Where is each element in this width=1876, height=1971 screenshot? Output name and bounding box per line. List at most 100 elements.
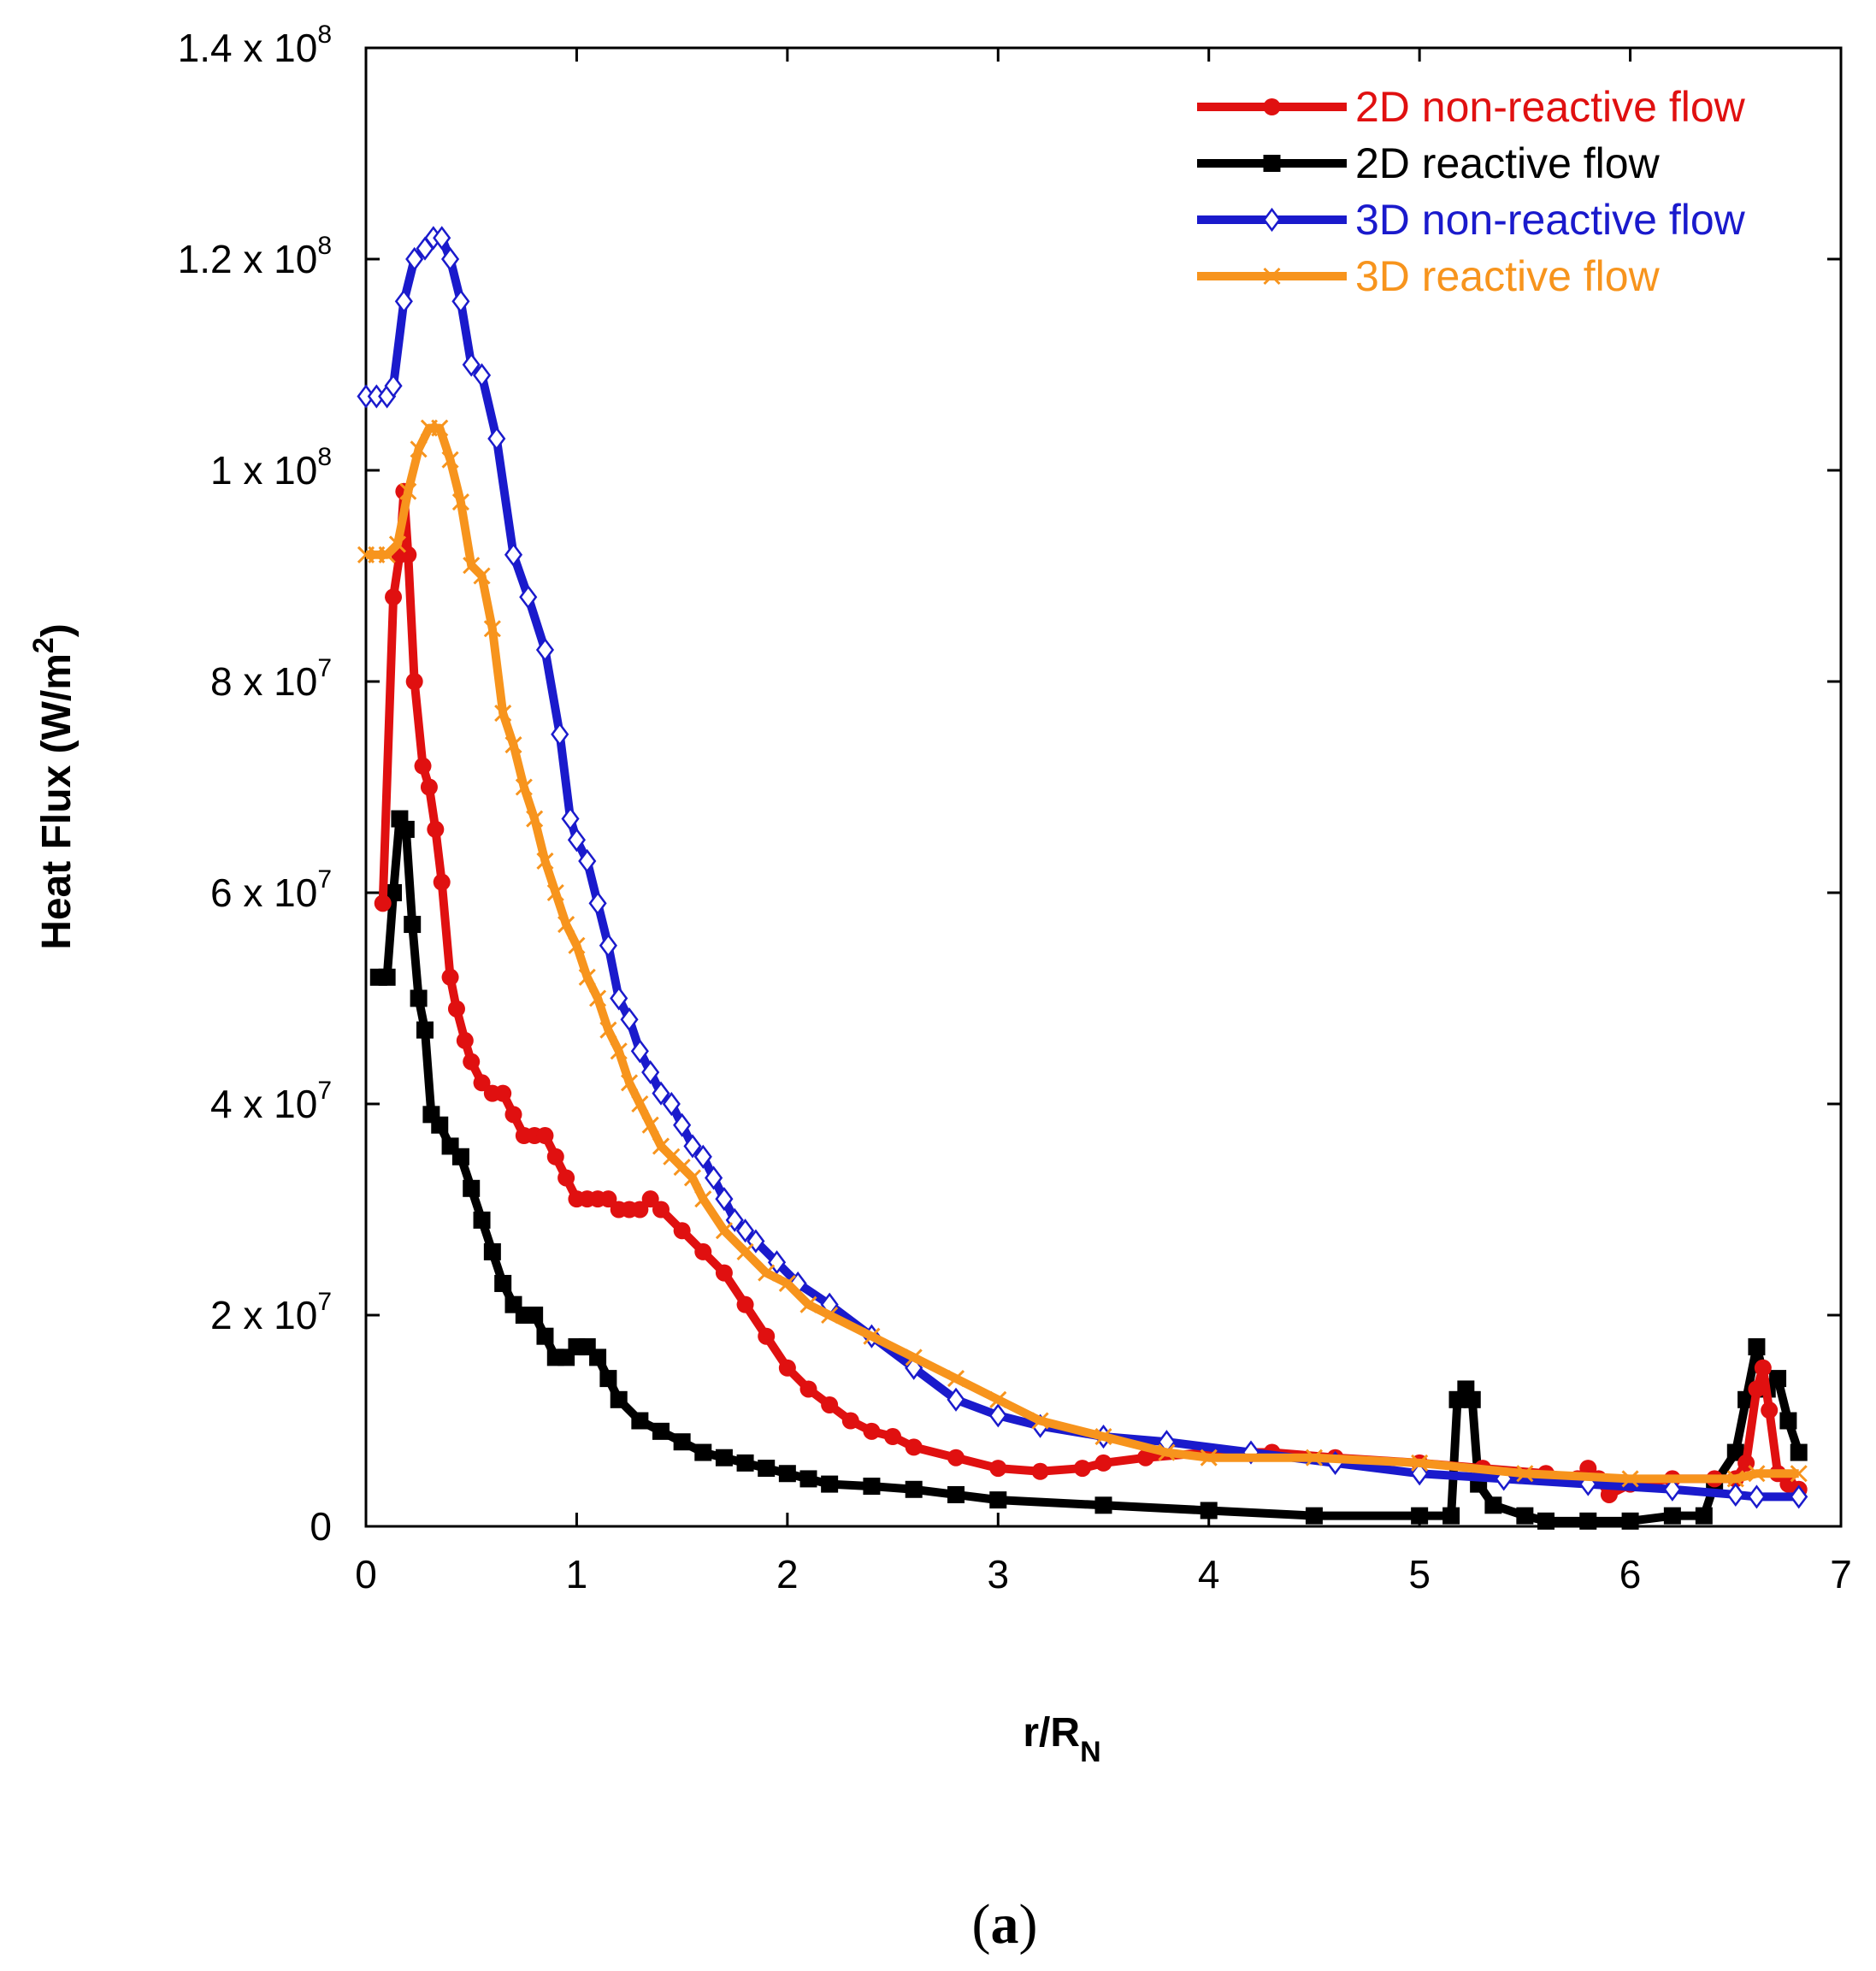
data-point (1305, 1449, 1323, 1466)
data-point (863, 1327, 881, 1345)
data-point (1621, 1470, 1639, 1488)
data-point (410, 440, 428, 458)
data-point (631, 1412, 649, 1430)
data-point (694, 1443, 712, 1461)
y-axis-title-main: Heat Flux (W/m (34, 653, 80, 950)
data-point (589, 1348, 607, 1366)
data-point (1748, 1338, 1766, 1356)
data-point (1411, 1507, 1429, 1525)
data-point (1263, 98, 1281, 115)
data-point (410, 989, 428, 1007)
data-point (610, 1390, 628, 1408)
data-point (494, 1084, 512, 1102)
x-tick-label: 7 (1830, 1552, 1852, 1596)
data-point (1621, 1512, 1639, 1530)
data-point (758, 1264, 776, 1282)
data-point (693, 1144, 712, 1169)
data-point (1747, 1484, 1766, 1509)
y-tick-exponent: 7 (317, 654, 332, 682)
y-tick-label: 4 x 107 (210, 1077, 332, 1126)
data-point (504, 542, 523, 567)
data-point (631, 1201, 649, 1219)
data-point (1579, 1512, 1597, 1530)
data-point (673, 1433, 691, 1451)
data-point (1463, 1390, 1481, 1408)
y-tick-mantissa: 8 x 10 (210, 659, 317, 704)
data-point (504, 736, 522, 754)
data-point (641, 1190, 659, 1208)
data-point (821, 1306, 839, 1325)
data-point (1761, 1402, 1779, 1419)
data-point (884, 1428, 902, 1446)
data-point (487, 426, 506, 451)
data-point (799, 1470, 817, 1488)
data-point (374, 894, 392, 912)
data-point (989, 1390, 1007, 1408)
data-point (504, 1106, 522, 1124)
data-point (715, 1449, 733, 1466)
data-point (397, 820, 415, 838)
x-tick-label: 2 (776, 1552, 799, 1596)
y-axis-title: Heat Flux (W/m2) (27, 623, 80, 950)
data-point (378, 968, 396, 986)
y-tick-exponent: 8 (317, 443, 332, 471)
data-point (427, 820, 445, 838)
data-point (863, 1478, 881, 1496)
data-point (1537, 1512, 1554, 1530)
data-point (620, 1074, 639, 1092)
data-point (988, 1403, 1007, 1428)
data-point (1262, 207, 1282, 233)
data-point (1695, 1507, 1713, 1525)
data-point (405, 673, 423, 690)
data-point (673, 1222, 691, 1240)
data-point (947, 1449, 965, 1466)
y-axis-title-sup: 2 (27, 637, 60, 653)
y-tick-label: 6 x 107 (210, 865, 332, 915)
data-point (694, 1242, 712, 1260)
data-point (431, 1116, 449, 1134)
x-axis-title: r/RN (1023, 1710, 1100, 1768)
data-point (519, 585, 538, 610)
data-point (536, 852, 554, 870)
data-point (599, 1190, 617, 1208)
data-point (384, 374, 403, 398)
data-point (1158, 1443, 1176, 1461)
data-point (631, 1095, 649, 1113)
data-point (610, 986, 628, 1011)
data-point (472, 363, 492, 387)
data-point (863, 1422, 881, 1440)
data-point (1031, 1412, 1049, 1430)
data-point (557, 1169, 575, 1187)
data-point (1263, 267, 1281, 286)
legend: 2D non-reactive flow 2D reactive flow 3D n… (1197, 83, 1746, 300)
data-point (947, 1370, 965, 1388)
x-axis-title-sub: N (1080, 1736, 1101, 1768)
data-point (641, 1059, 660, 1085)
data-point (456, 1031, 474, 1049)
data-point (1094, 1454, 1112, 1472)
legend-item-2d-reactive-flow: 2D reactive flow (1197, 139, 1661, 187)
data-point (1305, 1507, 1323, 1525)
data-point (989, 1460, 1007, 1478)
x-tick-label: 5 (1408, 1552, 1431, 1596)
data-point (1754, 1359, 1772, 1377)
data-point (451, 493, 469, 511)
y-tick-mantissa: 1.4 x 10 (178, 26, 318, 70)
data-point (1663, 1477, 1682, 1502)
data-point (526, 1307, 544, 1324)
x-tick-label: 0 (355, 1552, 377, 1596)
plot-frame (364, 46, 1843, 1528)
data-point (451, 1148, 469, 1165)
axis-ticks (364, 46, 1843, 1528)
data-point (473, 1074, 491, 1092)
data-point (989, 1491, 1007, 1509)
y-tick-mantissa: 6 x 10 (210, 870, 317, 915)
data-point (620, 1007, 639, 1032)
data-point (1094, 1427, 1112, 1446)
data-point (404, 916, 422, 934)
data-point (1726, 1482, 1745, 1508)
data-point (546, 1148, 564, 1165)
data-point (416, 1021, 434, 1039)
